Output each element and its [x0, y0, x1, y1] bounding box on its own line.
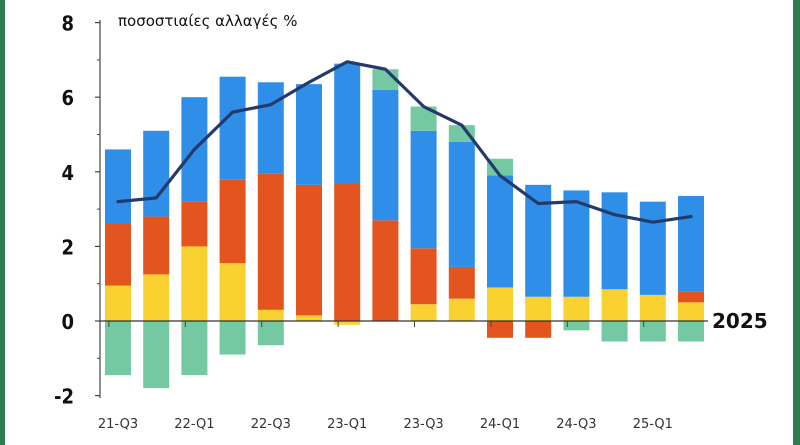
- bar-segment-22-Q1-s3: [181, 321, 208, 376]
- x-tick-label: 24-Q1: [480, 417, 520, 432]
- bar-segment-22-Q3-s0: [257, 309, 284, 321]
- bar-segment-22-Q2-s1: [219, 179, 246, 264]
- bar-segment-24-Q2-s0: [525, 296, 552, 321]
- bar-segment-23-Q1-s2: [334, 63, 361, 183]
- bar-segment-25-Q2-s2: [678, 196, 704, 292]
- x-tick-label: 23-Q1: [327, 417, 367, 432]
- x-tick-label: 22-Q1: [174, 417, 214, 432]
- bar-segment-24-Q1-s3: [487, 158, 513, 176]
- bar-segment-21-Q3-s1: [105, 224, 131, 286]
- y-tick-label: 2: [61, 235, 74, 259]
- axes-group: 8 6 4 2 0 -2 21-Q3 22-Q1 22-Q3 23-Q1 23-Q3 24-Q1 24-…: [54, 12, 708, 432]
- bar-segment-23-Q4-s0: [448, 298, 475, 321]
- bar-segment-21-Q3-s3: [105, 321, 131, 376]
- bar-segment-21-Q4-s1: [143, 216, 170, 275]
- y-tick-label: 6: [61, 86, 74, 110]
- bar-segment-22-Q2-s2: [219, 76, 246, 180]
- y-axis-label: ποσοστιαίες αλλαγές %: [118, 12, 298, 30]
- bar-segment-23-Q1-s0: [334, 321, 361, 325]
- bar-segment-25-Q2-s3: [678, 321, 704, 342]
- x-tick-label: 25-Q1: [633, 417, 673, 432]
- bar-segment-24-Q2-s1: [525, 321, 552, 338]
- bar-segment-23-Q3-s0: [410, 304, 437, 321]
- bar-segment-23-Q2-s2: [372, 89, 399, 221]
- y-tick-label: 0: [61, 310, 74, 334]
- stacked-bar-chart: 8 6 4 2 0 -2 21-Q3 22-Q1 22-Q3 23-Q1 23-Q3 24-Q1 24-…: [54, 12, 768, 432]
- bar-segment-23-Q4-s2: [448, 141, 475, 267]
- x-tick-label: 21-Q3: [98, 417, 138, 432]
- y-tick-label: 4: [61, 161, 74, 185]
- bar-segment-24-Q3-s3: [563, 321, 590, 331]
- x-tick-label: 23-Q3: [403, 417, 443, 432]
- bar-segment-24-Q4-s3: [601, 321, 628, 342]
- bar-segment-22-Q4-s1: [296, 184, 322, 316]
- bar-segment-21-Q3-s2: [105, 149, 131, 225]
- bar-segment-23-Q3-s1: [410, 248, 437, 305]
- bar-segment-25-Q1-s0: [639, 294, 666, 321]
- bar-segment-24-Q1-s0: [487, 287, 513, 321]
- chart-frame: 8 6 4 2 0 -2 21-Q3 22-Q1 22-Q3 23-Q1 23-Q3 24-Q1 24-…: [5, 0, 793, 445]
- bar-segment-25-Q1-s3: [639, 321, 666, 342]
- bar-segment-21-Q4-s3: [143, 321, 170, 389]
- x-tick-label: 24-Q3: [556, 417, 596, 432]
- bar-segment-22-Q1-s0: [181, 246, 208, 321]
- bar-segment-24-Q4-s2: [601, 192, 628, 290]
- bar-segment-22-Q2-s0: [219, 263, 246, 321]
- bar-segment-23-Q4-s3: [448, 125, 475, 142]
- bar-segment-23-Q2-s1: [372, 220, 399, 321]
- bar-segment-24-Q3-s2: [563, 190, 590, 297]
- bar-segment-22-Q4-s0: [296, 315, 322, 321]
- bar-segment-23-Q3-s2: [410, 130, 437, 249]
- bar-segment-22-Q1-s1: [181, 201, 208, 247]
- bars-group: [105, 63, 704, 389]
- bar-segment-21-Q4-s2: [143, 130, 170, 217]
- end-year-label: 2025: [712, 309, 768, 333]
- line-group: [116, 60, 693, 224]
- bar-segment-22-Q3-s1: [257, 173, 284, 310]
- line-series: [116, 60, 693, 224]
- bar-segment-24-Q3-s0: [563, 296, 590, 321]
- bar-segment-22-Q4-s2: [296, 84, 322, 185]
- bar-segment-23-Q1-s1: [334, 182, 361, 321]
- bar-segment-25-Q2-s0: [678, 302, 704, 321]
- bar-segment-24-Q1-s2: [487, 175, 513, 288]
- bar-segment-25-Q2-s1: [678, 291, 704, 303]
- bar-segment-24-Q1-s1: [487, 321, 513, 338]
- bar-segment-23-Q4-s1: [448, 266, 475, 299]
- bar-segment-22-Q2-s3: [219, 321, 246, 355]
- bar-segment-25-Q1-s2: [639, 201, 666, 295]
- bar-segment-24-Q4-s0: [601, 289, 628, 321]
- bar-segment-21-Q3-s0: [105, 285, 131, 321]
- bar-segment-21-Q4-s0: [143, 274, 170, 321]
- y-tick-label: 8: [61, 12, 74, 36]
- y-tick-label: -2: [54, 385, 74, 409]
- x-tick-label: 22-Q3: [251, 417, 291, 432]
- bar-segment-22-Q3-s2: [257, 82, 284, 174]
